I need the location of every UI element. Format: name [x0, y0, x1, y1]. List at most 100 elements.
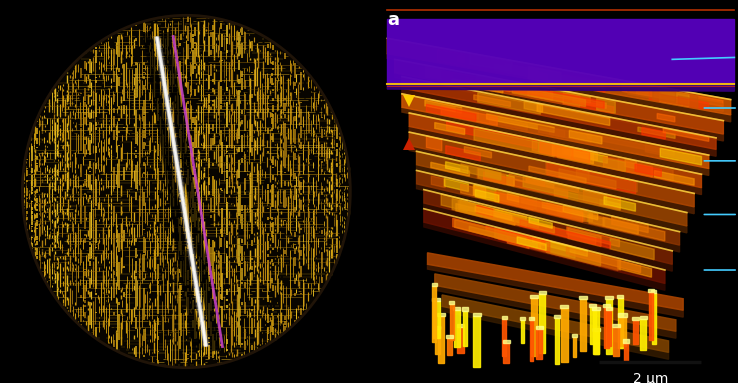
- Polygon shape: [581, 101, 614, 113]
- Polygon shape: [532, 141, 573, 159]
- Polygon shape: [625, 159, 636, 169]
- Polygon shape: [441, 106, 461, 119]
- Polygon shape: [528, 67, 561, 84]
- Polygon shape: [546, 240, 580, 253]
- Polygon shape: [564, 75, 605, 92]
- Bar: [561, 308, 568, 362]
- Polygon shape: [537, 104, 610, 126]
- Bar: [649, 292, 653, 340]
- Polygon shape: [452, 79, 503, 93]
- Polygon shape: [550, 127, 591, 143]
- Polygon shape: [483, 172, 568, 198]
- Polygon shape: [546, 241, 621, 270]
- Polygon shape: [477, 205, 493, 217]
- Polygon shape: [402, 107, 708, 175]
- Polygon shape: [655, 170, 694, 185]
- Polygon shape: [461, 164, 501, 180]
- Text: 2 μm: 2 μm: [632, 372, 668, 383]
- Polygon shape: [442, 306, 669, 359]
- Polygon shape: [387, 84, 734, 91]
- Polygon shape: [548, 73, 604, 89]
- Polygon shape: [562, 147, 607, 163]
- Polygon shape: [387, 38, 731, 115]
- Polygon shape: [540, 142, 590, 163]
- Polygon shape: [546, 162, 637, 192]
- Polygon shape: [635, 164, 661, 177]
- Polygon shape: [461, 200, 539, 228]
- Polygon shape: [409, 146, 694, 214]
- Polygon shape: [660, 89, 689, 106]
- Polygon shape: [603, 217, 638, 234]
- Polygon shape: [567, 247, 641, 273]
- Polygon shape: [430, 68, 478, 86]
- Polygon shape: [441, 194, 467, 211]
- Polygon shape: [402, 94, 708, 169]
- Bar: [520, 317, 525, 320]
- Polygon shape: [425, 100, 461, 113]
- Polygon shape: [508, 234, 529, 249]
- Polygon shape: [387, 19, 734, 84]
- Text: a: a: [387, 11, 399, 29]
- Bar: [624, 342, 628, 360]
- Bar: [580, 299, 586, 350]
- Polygon shape: [552, 145, 593, 164]
- Polygon shape: [559, 169, 616, 189]
- Bar: [554, 315, 560, 318]
- Polygon shape: [547, 241, 601, 266]
- Bar: [449, 301, 455, 304]
- Bar: [593, 307, 600, 310]
- Polygon shape: [523, 177, 607, 205]
- Polygon shape: [387, 54, 731, 122]
- Bar: [618, 313, 627, 316]
- Polygon shape: [529, 166, 586, 183]
- Bar: [474, 316, 480, 367]
- Polygon shape: [520, 220, 610, 248]
- Polygon shape: [402, 77, 716, 149]
- Polygon shape: [459, 200, 526, 227]
- Polygon shape: [486, 226, 550, 246]
- Polygon shape: [573, 151, 590, 162]
- Polygon shape: [636, 84, 675, 100]
- Polygon shape: [622, 85, 661, 98]
- Bar: [632, 316, 639, 319]
- Bar: [434, 326, 441, 329]
- Polygon shape: [563, 93, 580, 107]
- Bar: [432, 283, 437, 286]
- Bar: [521, 320, 524, 343]
- Polygon shape: [431, 176, 445, 188]
- Bar: [607, 310, 611, 346]
- Bar: [457, 324, 464, 327]
- Polygon shape: [638, 127, 675, 138]
- Bar: [603, 304, 610, 308]
- Bar: [613, 327, 619, 356]
- Bar: [572, 334, 577, 337]
- Polygon shape: [584, 190, 621, 209]
- Polygon shape: [554, 189, 620, 210]
- Polygon shape: [527, 236, 618, 271]
- Polygon shape: [539, 126, 565, 137]
- Bar: [640, 316, 647, 319]
- Polygon shape: [645, 145, 694, 162]
- Polygon shape: [526, 178, 554, 188]
- Polygon shape: [568, 228, 601, 247]
- Polygon shape: [474, 129, 554, 157]
- Bar: [590, 307, 596, 344]
- Polygon shape: [652, 88, 697, 108]
- Polygon shape: [477, 93, 540, 114]
- Polygon shape: [486, 170, 500, 179]
- Polygon shape: [678, 96, 723, 111]
- Bar: [560, 304, 568, 308]
- Bar: [573, 337, 576, 357]
- Polygon shape: [513, 85, 604, 108]
- Polygon shape: [466, 53, 538, 79]
- Polygon shape: [446, 121, 537, 149]
- Polygon shape: [532, 237, 587, 256]
- Polygon shape: [567, 227, 619, 247]
- Bar: [617, 295, 624, 298]
- Bar: [453, 307, 461, 310]
- Bar: [589, 304, 596, 307]
- Polygon shape: [547, 163, 635, 193]
- Bar: [605, 296, 613, 300]
- Polygon shape: [649, 92, 708, 110]
- Polygon shape: [551, 89, 590, 103]
